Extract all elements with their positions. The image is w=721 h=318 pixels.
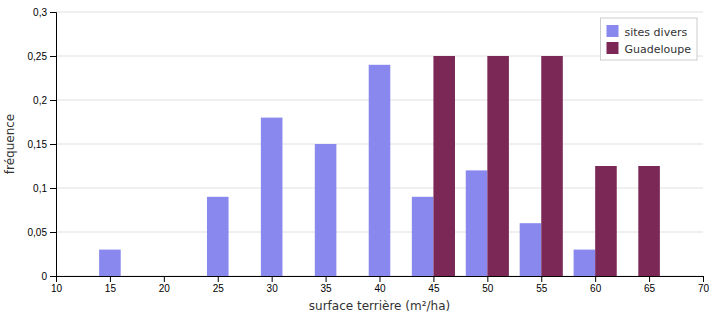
- y-tick: 0,2: [33, 95, 56, 106]
- x-tick: 25: [213, 276, 225, 294]
- grid: [56, 12, 703, 276]
- x-tick: 35: [321, 276, 333, 294]
- y-tick: 0,05: [28, 227, 56, 238]
- y-axis-line: [50, 13, 57, 277]
- legend-item: sites divers: [607, 25, 688, 39]
- y-tick: 0: [41, 271, 56, 282]
- x-axis-line: [57, 277, 704, 283]
- x-tick-mark: [110, 276, 111, 282]
- x-tick-mark: [380, 276, 381, 282]
- y-tick: 0,15: [28, 139, 56, 150]
- bar: [315, 144, 337, 276]
- bar: [99, 250, 121, 276]
- bar: [638, 166, 660, 276]
- legend-item: Guadeloupe: [607, 42, 692, 56]
- y-tick-mark: [50, 100, 56, 101]
- bar: [207, 197, 229, 276]
- x-tick-label: 50: [482, 283, 494, 294]
- legend-label: sites divers: [625, 26, 688, 39]
- chart-container: 10 15 20 25 30 35 40 45 50 55 60 65 70 0 0,05 0,1 0,15 0,…: [0, 0, 721, 318]
- y-tick-mark: [50, 56, 56, 57]
- x-tick: 15: [105, 276, 117, 294]
- y-tick-mark: [50, 12, 56, 13]
- y-tick-label: 0,05: [28, 227, 48, 238]
- bar: [261, 118, 283, 276]
- x-tick-label: 20: [159, 283, 171, 294]
- bar: [466, 170, 488, 276]
- x-tick: 50: [482, 276, 494, 294]
- x-tick-label: 40: [374, 283, 386, 294]
- y-tick-mark: [50, 144, 56, 145]
- x-tick-mark: [433, 276, 434, 282]
- y-tick: 0,3: [33, 7, 56, 18]
- y-tick-mark: [50, 276, 56, 277]
- x-tick: 20: [159, 276, 171, 294]
- chart: 10 15 20 25 30 35 40 45 50 55 60 65 70 0 0,05 0,1 0,15 0,…: [0, 0, 721, 318]
- y-tick: 0,25: [28, 51, 56, 62]
- x-tick-label: 55: [536, 283, 548, 294]
- x-tick: 40: [374, 276, 386, 294]
- x-tick: 60: [590, 276, 602, 294]
- y-tick-label: 0,15: [28, 139, 48, 150]
- legend-swatch: [607, 25, 619, 37]
- x-tick: 45: [428, 276, 440, 294]
- x-tick: 10: [51, 276, 63, 294]
- grid-line: [56, 12, 703, 13]
- x-tick: 55: [536, 276, 548, 294]
- x-tick: 65: [644, 276, 656, 294]
- x-tick-mark: [164, 276, 165, 282]
- legend: sites divers Guadeloupe: [601, 18, 698, 60]
- bar: [595, 166, 617, 276]
- x-tick: 70: [698, 276, 710, 294]
- x-tick-label: 70: [698, 283, 710, 294]
- y-tick: 0,1: [33, 183, 56, 194]
- y-axis: 0 0,05 0,1 0,15 0,2 0,25 0,3: [28, 7, 57, 282]
- x-tick: 30: [267, 276, 279, 294]
- x-tick-mark: [541, 276, 542, 282]
- y-tick-label: 0,25: [28, 51, 48, 62]
- y-tick-label: 0,3: [33, 7, 47, 18]
- x-tick-mark: [649, 276, 650, 282]
- x-tick-mark: [595, 276, 596, 282]
- bar: [487, 56, 509, 276]
- x-tick-label: 10: [51, 283, 63, 294]
- bar: [541, 56, 563, 276]
- bar: [433, 56, 455, 276]
- legend-label: Guadeloupe: [625, 43, 692, 56]
- bar: [574, 250, 596, 276]
- x-tick-label: 35: [321, 283, 333, 294]
- x-tick-label: 65: [644, 283, 656, 294]
- x-axis: 10 15 20 25 30 35 40 45 50 55 60 65 70: [51, 276, 710, 294]
- x-tick-label: 15: [105, 283, 117, 294]
- x-tick-label: 45: [428, 283, 440, 294]
- x-tick-mark: [326, 276, 327, 282]
- y-tick-label: 0: [41, 271, 47, 282]
- bar: [520, 223, 542, 276]
- bars: [99, 56, 660, 276]
- x-tick-mark: [218, 276, 219, 282]
- x-tick-mark: [703, 276, 704, 282]
- y-tick-label: 0,1: [33, 183, 47, 194]
- bar: [412, 197, 434, 276]
- legend-swatch: [607, 42, 619, 54]
- x-tick-label: 25: [213, 283, 225, 294]
- x-tick-label: 30: [267, 283, 279, 294]
- x-axis-title: surface terrière (m²/ha): [309, 299, 450, 313]
- y-tick-mark: [50, 232, 56, 233]
- x-tick-label: 60: [590, 283, 602, 294]
- bar: [369, 65, 391, 276]
- x-tick-mark: [272, 276, 273, 282]
- legend-box: [601, 18, 698, 60]
- y-axis-title: fréquence: [3, 114, 17, 174]
- x-tick-mark: [487, 276, 488, 282]
- plot: 10 15 20 25 30 35 40 45 50 55 60 65 70 0 0,05 0,1 0,15 0,…: [28, 7, 710, 294]
- y-tick-mark: [50, 188, 56, 189]
- y-tick-label: 0,2: [33, 95, 47, 106]
